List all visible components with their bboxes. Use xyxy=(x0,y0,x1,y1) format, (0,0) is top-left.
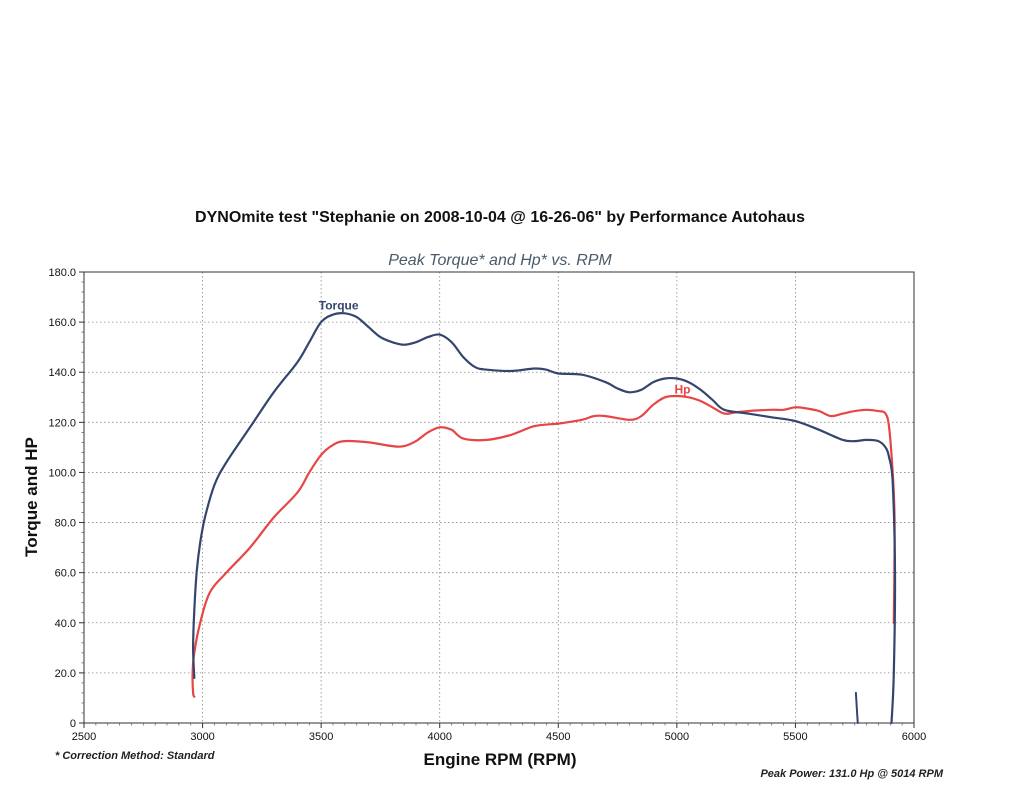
y-tick-label: 80.0 xyxy=(55,518,76,530)
grid xyxy=(84,272,914,723)
y-tick-label: 160.0 xyxy=(48,317,76,329)
x-tick-label: 2500 xyxy=(72,731,96,743)
y-tick-label: 120.0 xyxy=(48,417,76,429)
axis-ticks: 2500 3000 3500 4000 4500 5000 5500 6000 0 20.0 40.… xyxy=(48,267,926,743)
y-tick-label: 100.0 xyxy=(48,467,76,479)
x-tick-label: 4000 xyxy=(427,731,451,743)
chart-subtitle: Peak Torque* and Hp* vs. RPM xyxy=(388,252,612,269)
chart-title: DYNOmite test "Stephanie on 2008-10-04 @… xyxy=(195,209,805,226)
x-axis-label: Engine RPM (RPM) xyxy=(424,750,577,769)
y-tick-label: 40.0 xyxy=(55,618,76,630)
series-label: Hp xyxy=(674,383,690,397)
series-labels: Torque Hp xyxy=(319,299,691,397)
y-axis-label: Torque and HP xyxy=(22,437,41,557)
correction-method-note: * Correction Method: Standard xyxy=(55,750,215,762)
hp-series-line xyxy=(191,394,896,698)
series-layer xyxy=(191,312,897,725)
stray-trace-mark xyxy=(854,691,859,724)
peak-power-note: Peak Power: 131.0 Hp @ 5014 RPM xyxy=(760,768,943,780)
x-tick-label: 3000 xyxy=(190,731,214,743)
y-tick-label: 140.0 xyxy=(48,367,76,379)
y-tick-label: 60.0 xyxy=(55,568,76,580)
series-label: Torque xyxy=(319,299,359,313)
y-tick-label: 180.0 xyxy=(48,267,76,279)
x-tick-label: 6000 xyxy=(902,731,926,743)
torque-series-line xyxy=(192,312,897,725)
x-tick-label: 5500 xyxy=(783,731,807,743)
y-tick-label: 0 xyxy=(70,718,76,730)
plot-frame xyxy=(83,271,915,724)
y-tick-label: 20.0 xyxy=(55,668,76,680)
x-tick-label: 5000 xyxy=(665,731,689,743)
x-tick-label: 4500 xyxy=(546,731,570,743)
x-tick-label: 3500 xyxy=(309,731,333,743)
